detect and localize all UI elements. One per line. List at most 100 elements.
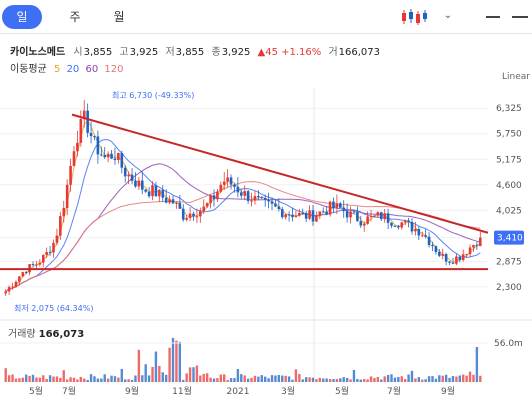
volume-bar	[465, 375, 468, 382]
candle-body	[349, 211, 352, 218]
volume-bar	[369, 376, 373, 382]
moving-average-label: 이동평균	[10, 64, 47, 75]
volume-bar	[444, 374, 448, 382]
candle-body	[321, 211, 325, 213]
volume-bar	[72, 377, 76, 382]
candle-body	[287, 214, 291, 216]
volume-bar	[195, 365, 199, 382]
candle-body	[222, 181, 226, 185]
candle-body	[93, 136, 96, 138]
ma-5: 5	[54, 64, 61, 75]
stock-name: 카이노스메드	[10, 47, 66, 58]
candle-body	[113, 158, 117, 161]
volume-bar	[380, 379, 383, 382]
candle-body	[383, 213, 386, 220]
y-tick-label: 5,175	[496, 155, 522, 165]
tab-week[interactable]: 주	[69, 10, 81, 24]
chevron-down-icon[interactable]: ⌄	[443, 10, 453, 21]
low-label: 저	[165, 47, 175, 58]
candle-body	[35, 264, 38, 266]
volume-bar	[147, 375, 151, 382]
volume-bar	[240, 374, 243, 382]
volume-bar	[76, 379, 79, 382]
volume-bar	[410, 370, 414, 382]
volume-bar	[345, 377, 349, 382]
volume-bar	[366, 379, 369, 382]
volume-bar	[407, 374, 410, 382]
tab-day[interactable]: 일	[2, 5, 42, 29]
candle-body	[100, 154, 103, 156]
volume-bar	[267, 378, 270, 382]
candle-body	[475, 244, 479, 246]
volume-bar	[468, 371, 472, 382]
tab-month[interactable]: 월	[113, 10, 125, 24]
candle-body	[7, 287, 11, 292]
moving-average-legend[interactable]: 이동평균 5 20 60 120	[10, 60, 124, 75]
candle-body	[216, 191, 219, 200]
volume-bar	[192, 367, 195, 382]
volume-bar	[424, 379, 427, 382]
candle-body	[352, 211, 356, 213]
candle-body	[188, 213, 192, 218]
volume-bar	[400, 376, 403, 382]
candle-body	[342, 207, 346, 211]
high-label: 고	[119, 47, 129, 58]
candle-body	[21, 272, 25, 277]
candle-body	[82, 110, 86, 120]
candle-body	[438, 251, 441, 256]
candle-body	[151, 185, 154, 197]
candle-body	[147, 191, 151, 197]
volume-bar	[403, 379, 407, 382]
candle-body	[11, 286, 14, 288]
volume-bar	[83, 378, 86, 382]
candle-body	[328, 201, 332, 215]
volume-bar	[106, 378, 110, 382]
volume-bar	[45, 378, 48, 382]
menu-icon[interactable]	[510, 6, 528, 26]
candle-body	[168, 199, 171, 203]
volume-bar	[161, 372, 164, 382]
volume-bar	[359, 379, 362, 382]
candle-body	[431, 245, 434, 247]
minimize-icon[interactable]	[484, 6, 502, 26]
y-tick-label: 6,325	[496, 104, 522, 114]
candle-body	[243, 191, 247, 196]
volume-bar	[356, 378, 359, 382]
candle-body	[233, 184, 236, 187]
volume-bar	[52, 376, 55, 382]
candle-body	[393, 225, 397, 227]
volume-bar	[4, 368, 7, 382]
candlestick-icon[interactable]	[400, 8, 430, 26]
volume-bar	[294, 369, 298, 382]
candle-body	[130, 174, 134, 181]
candle-body	[205, 203, 209, 207]
candle-body	[441, 254, 445, 256]
volume-bar	[216, 378, 219, 382]
volume-bar	[274, 375, 277, 382]
volume-bar	[113, 376, 117, 382]
close-value: 3,925	[221, 47, 251, 58]
candle-body	[311, 210, 315, 222]
open-value: 3,855	[83, 47, 113, 58]
candle-body	[246, 191, 250, 201]
volume-bar	[14, 378, 18, 382]
candle-body	[41, 255, 45, 263]
scale-mode-toggle[interactable]: Linear	[502, 72, 530, 82]
volume-bar	[233, 378, 236, 382]
ma-120-line	[5, 181, 481, 292]
volume-bar	[236, 369, 240, 382]
candle-body	[55, 235, 59, 243]
candle-body	[89, 132, 93, 137]
volume-bar	[127, 379, 130, 382]
volume-bar	[332, 379, 335, 382]
candle-body	[52, 242, 55, 253]
candle-body	[253, 195, 257, 201]
low-value: 3,855	[175, 47, 205, 58]
candle-body	[465, 254, 468, 256]
volume-bar	[397, 376, 400, 382]
open-label: 시	[73, 47, 83, 58]
volume-bar	[253, 375, 257, 382]
volume-bar	[185, 373, 188, 382]
y-tick-label: 4,025	[496, 206, 522, 216]
